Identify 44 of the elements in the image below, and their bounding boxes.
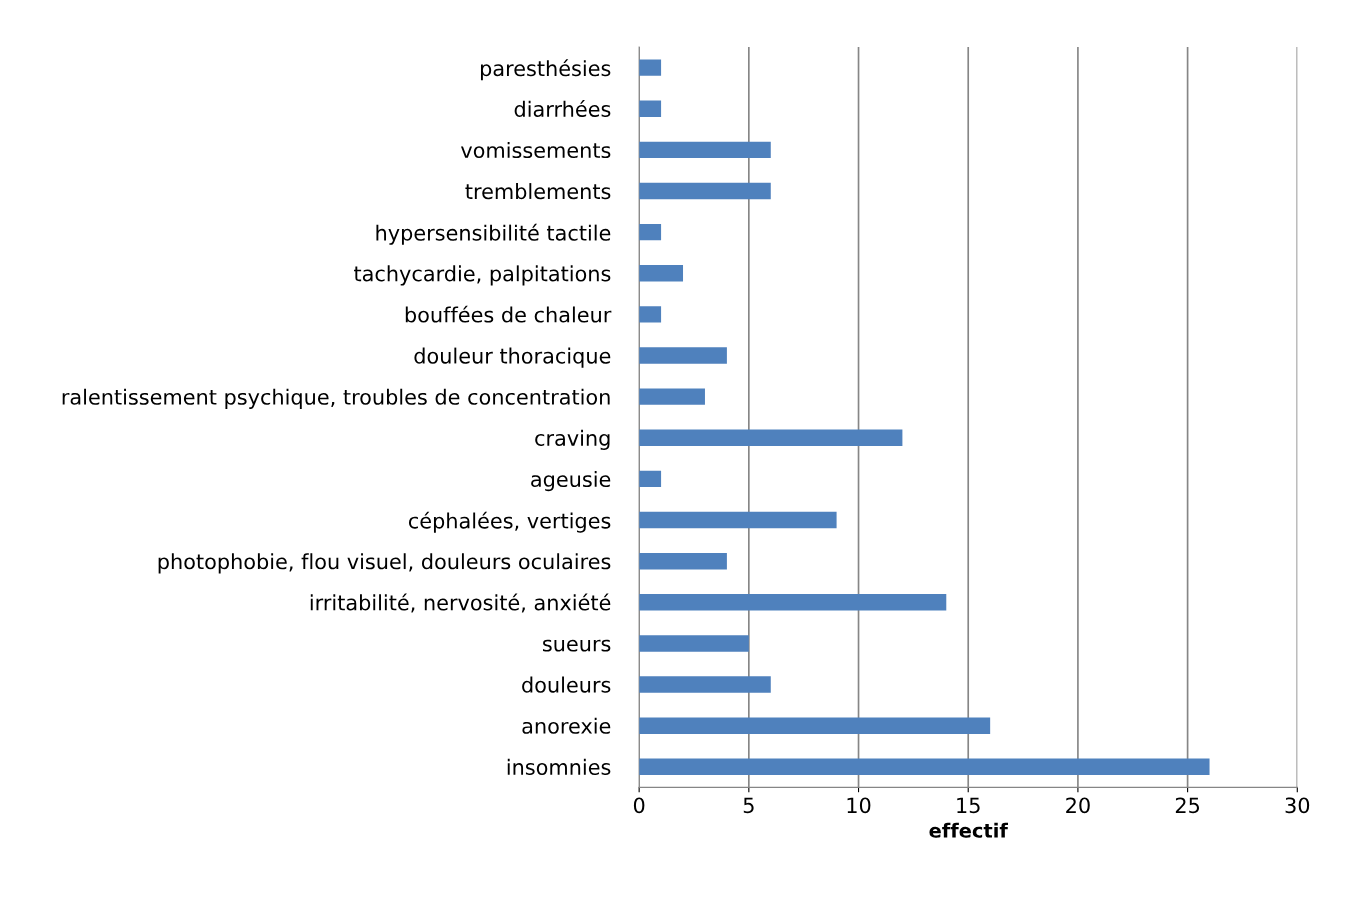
bar	[639, 100, 662, 117]
bar	[639, 676, 771, 693]
bar	[639, 182, 771, 200]
bar	[639, 223, 662, 241]
bar	[639, 552, 727, 570]
bar	[639, 347, 727, 364]
x-tick-label: 10	[847, 797, 871, 814]
y-tick-label: diarrhées	[514, 100, 611, 117]
bar	[639, 429, 903, 446]
x-tick-label: 30	[1285, 797, 1310, 814]
bar	[639, 470, 662, 488]
y-tick-label: céphalées, vertiges	[408, 511, 611, 533]
bar	[639, 758, 1210, 776]
y-tick-label: craving	[535, 429, 610, 451]
y-tick-label: ageusie	[531, 470, 611, 492]
y-tick-label: anorexie	[522, 717, 611, 734]
y-tick-label: douleur thoracique	[414, 347, 611, 368]
bar	[639, 141, 771, 159]
bar	[639, 594, 947, 611]
bar	[639, 59, 662, 76]
y-tick-label: vomissements	[460, 141, 611, 159]
y-tick-label: tachycardie, palpitations	[354, 265, 611, 286]
y-tick-label: douleurs	[522, 676, 611, 693]
x-tick-label: 0	[633, 797, 645, 814]
x-tick-label: 15	[957, 797, 980, 814]
y-tick-label: bouffées de chaleur	[405, 305, 612, 323]
y-tick-label: insomnies	[507, 758, 611, 775]
x-tick-label: 5	[743, 797, 754, 814]
x-tick-label: 25	[1175, 797, 1200, 814]
y-tick-label: irritabilité, nervosité, anxiété	[310, 593, 611, 613]
y-tick-label: tremblements	[465, 183, 611, 200]
y-tick-label: sueurs	[543, 639, 611, 652]
bar	[639, 265, 684, 282]
bar	[639, 306, 662, 323]
bar	[639, 388, 705, 405]
y-tick-label: photophobie, flou visuel, douleurs oculaires	[158, 553, 611, 574]
y-tick-label: paresthésies	[481, 59, 611, 81]
y-tick-label: ralentissement psychique, troubles de concentration	[62, 388, 610, 409]
y-tick-label: hypersensibilité tactile	[376, 223, 611, 245]
x-axis-title: effectif	[929, 822, 1009, 838]
bar	[639, 635, 749, 652]
bar	[639, 511, 837, 529]
x-tick-label: 20	[1066, 797, 1090, 814]
bar	[639, 717, 991, 734]
